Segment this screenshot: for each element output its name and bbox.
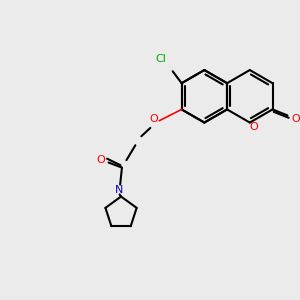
Text: N: N bbox=[116, 185, 124, 195]
Text: Cl: Cl bbox=[155, 54, 166, 64]
Text: O: O bbox=[97, 155, 105, 165]
Text: O: O bbox=[249, 122, 258, 132]
Text: O: O bbox=[150, 114, 158, 124]
Text: O: O bbox=[291, 114, 300, 124]
